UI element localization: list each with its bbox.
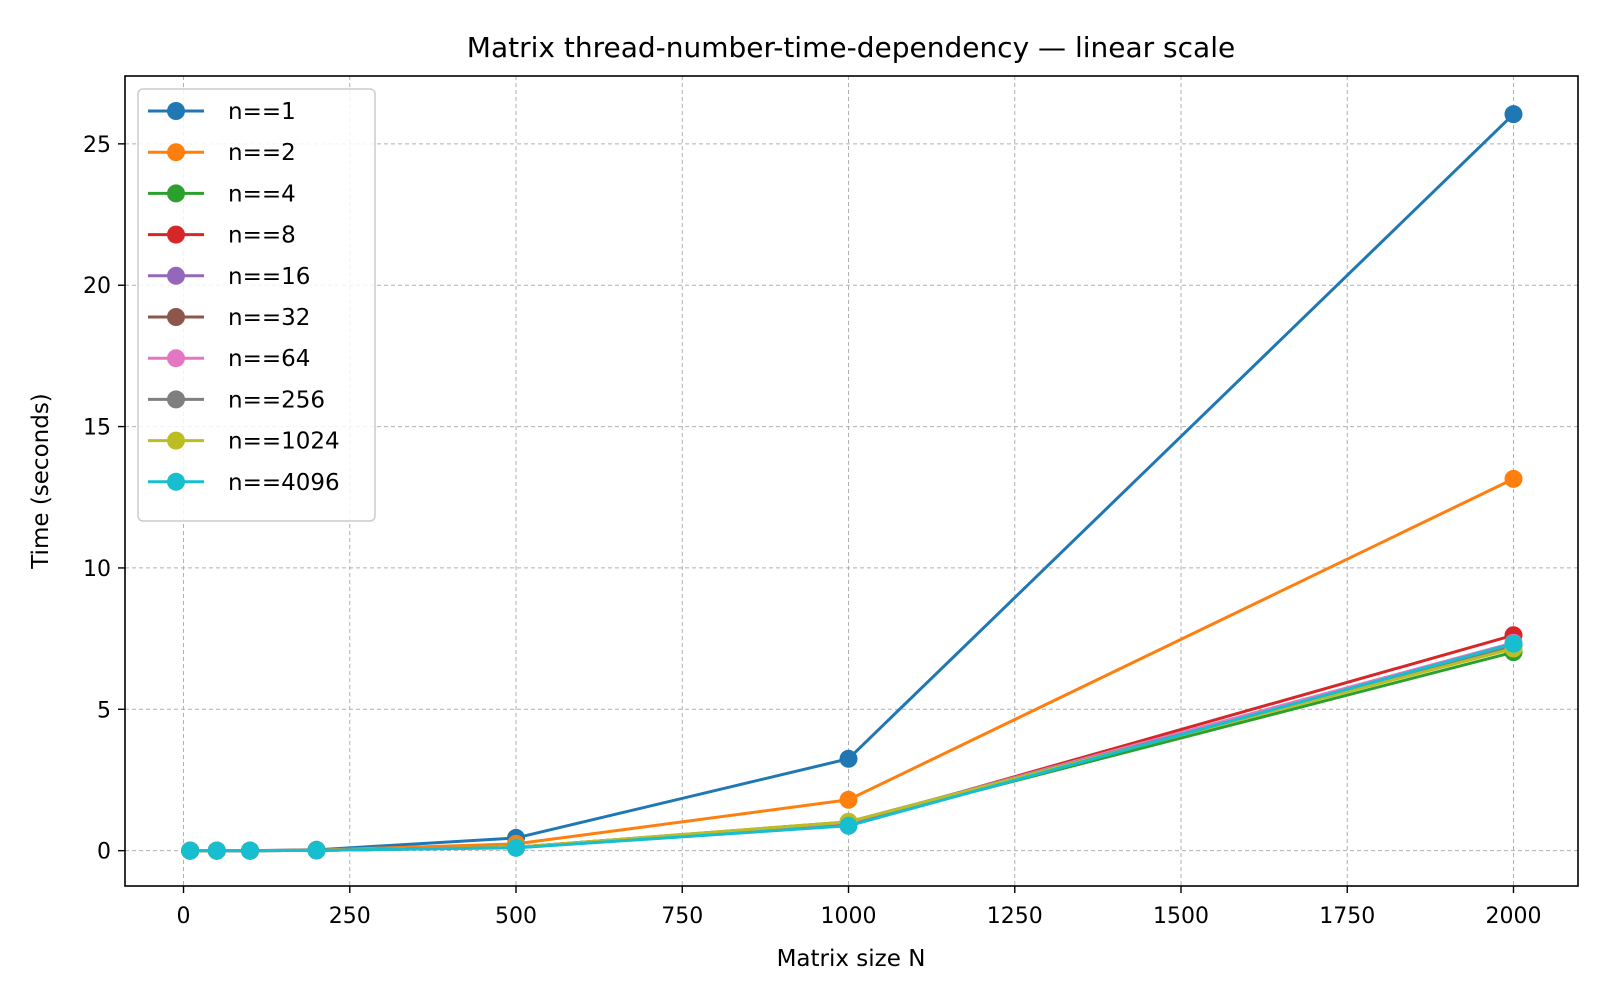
axis-ticks: 0 250 500 750 1000 1250 1500 1750 2000 0 5 10 15 20 25 (83, 133, 1541, 929)
y-tick-label: 15 (83, 416, 111, 441)
data-point (507, 838, 526, 857)
legend-label: n==8 (228, 223, 296, 249)
legend-item: n==4096 (148, 470, 340, 496)
y-tick-label: 25 (83, 133, 111, 158)
legend-marker (167, 472, 185, 491)
legend-item: n==8 (148, 223, 296, 249)
legend-marker (167, 308, 185, 326)
legend-item: n==4 (148, 181, 296, 207)
x-axis-label: Matrix size N (777, 946, 926, 972)
data-point (1504, 469, 1523, 488)
x-tick-label: 500 (495, 904, 537, 929)
legend-box (137, 88, 376, 522)
series-group (181, 105, 1523, 860)
data-point (241, 841, 260, 860)
legend-label: n==32 (228, 305, 310, 331)
chart-title: Matrix thread-number-time-dependency — l… (467, 31, 1235, 64)
y-tick-label: 5 (97, 698, 111, 723)
x-tick-label: 250 (329, 904, 371, 929)
x-tick-label: 1250 (987, 904, 1043, 929)
legend-label: n==256 (228, 387, 325, 413)
legend-label: n==1024 (228, 429, 340, 455)
y-tick-label: 0 (97, 840, 111, 865)
x-tick-label: 1750 (1319, 904, 1375, 929)
x-tick-label: 1000 (821, 904, 877, 929)
legend-item: n==2 (148, 140, 296, 166)
legend-label: n==4 (228, 181, 296, 207)
legend-label: n==2 (228, 140, 296, 166)
legend-marker (167, 102, 185, 120)
legend-label: n==64 (228, 346, 310, 372)
data-point (181, 841, 200, 860)
y-axis-label: Time (seconds) (28, 393, 54, 570)
x-tick-label: 0 (177, 904, 191, 929)
x-tick-label: 2000 (1485, 904, 1541, 929)
y-tick-label: 10 (83, 557, 111, 582)
legend-label: n==16 (228, 264, 310, 290)
legend-marker (167, 143, 185, 162)
x-tick-label: 750 (661, 904, 703, 929)
data-point (839, 749, 858, 768)
data-point (1504, 105, 1523, 124)
legend-marker (167, 225, 185, 244)
plot-frame (124, 75, 1579, 887)
legend-item: n==1024 (148, 429, 340, 455)
data-point (839, 790, 858, 809)
data-point (1504, 634, 1523, 653)
legend: n==1 n==2 n==4 n==8 n==16 n==32 n==64 n==256 n==… (137, 88, 376, 522)
data-point (207, 841, 226, 860)
legend-marker (167, 266, 185, 285)
legend-marker (167, 184, 185, 203)
legend-label: n==1 (228, 99, 296, 125)
legend-item: n==32 (148, 305, 310, 331)
data-point (307, 841, 326, 860)
data-point (839, 816, 858, 835)
legend-item: n==16 (148, 264, 310, 290)
x-tick-label: 1500 (1153, 904, 1209, 929)
legend-item: n==256 (148, 387, 325, 413)
legend-marker (167, 349, 185, 368)
legend-marker (167, 431, 185, 450)
y-tick-label: 20 (83, 274, 111, 299)
legend-marker (167, 390, 185, 409)
legend-item: n==1 (148, 99, 296, 125)
series-9 (181, 634, 1523, 860)
legend-item: n==64 (148, 346, 310, 372)
legend-label: n==4096 (228, 470, 340, 496)
